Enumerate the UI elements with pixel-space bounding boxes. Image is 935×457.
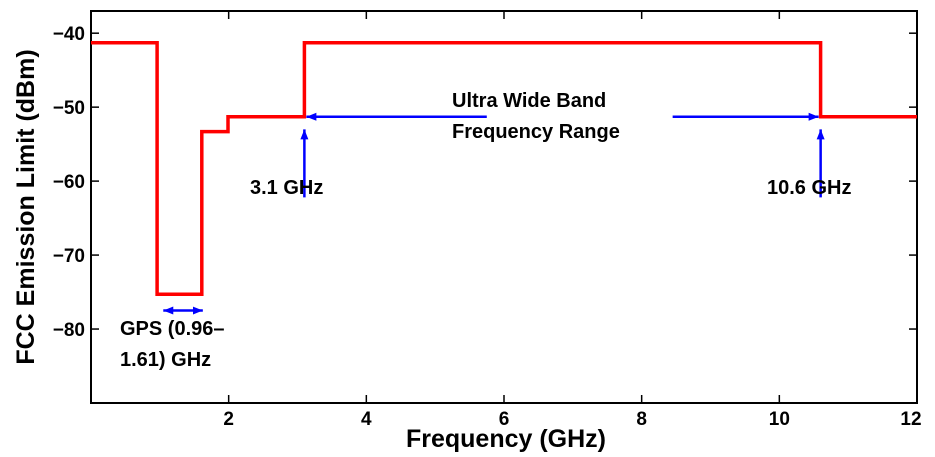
y-tick-label: −50 — [53, 98, 85, 119]
y-tick-label: −40 — [53, 24, 85, 45]
y-axis-title: FCC Emission Limit (dBm) — [12, 49, 40, 364]
x-tick-label: 10 — [769, 409, 790, 430]
y-tick-label: −60 — [53, 172, 85, 193]
low-edge-label: 3.1 GHz — [250, 177, 323, 199]
gps-label-line1: GPS (0.96– — [120, 318, 225, 340]
uwb-label-line1: Ultra Wide Band — [452, 90, 606, 112]
x-tick-label: 4 — [361, 409, 372, 430]
x-tick-label: 2 — [223, 409, 234, 430]
high-edge-label: 10.6 GHz — [767, 177, 851, 199]
y-tick-label: −80 — [53, 320, 85, 341]
x-tick-label: 12 — [900, 409, 921, 430]
x-tick-label: 6 — [499, 409, 510, 430]
plot-area — [90, 10, 918, 404]
gps-label-line2: 1.61) GHz — [120, 349, 211, 371]
x-tick-label: 8 — [636, 409, 647, 430]
series-line — [91, 41, 917, 297]
y-tick-label: −70 — [53, 246, 85, 267]
annotation-arrows — [163, 112, 825, 315]
uwb-label-line2: Frequency Range — [452, 121, 620, 143]
axis-ticks — [91, 11, 918, 403]
axis-tick-labels: 2 4 6 8 10 12 −80 −70 −60 −50 −40 — [53, 24, 922, 430]
x-axis-title: Frequency (GHz) — [406, 425, 606, 453]
